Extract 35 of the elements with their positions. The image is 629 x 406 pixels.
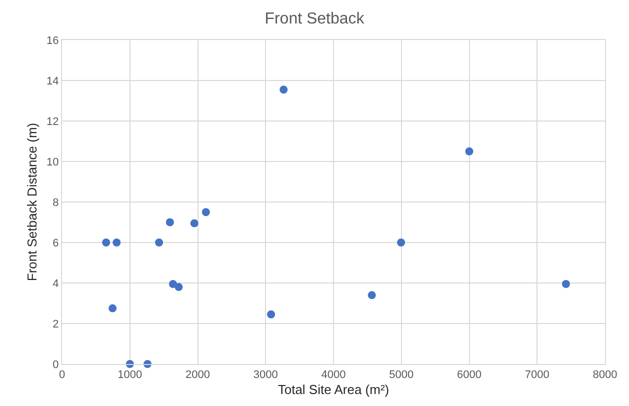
point bbox=[202, 208, 210, 216]
x-tick-label: 3000 bbox=[253, 369, 278, 382]
y-tick-label: 16 bbox=[46, 34, 59, 47]
point bbox=[155, 238, 164, 246]
point bbox=[267, 310, 276, 318]
point bbox=[397, 238, 406, 246]
point bbox=[112, 238, 121, 246]
point bbox=[102, 238, 110, 246]
point bbox=[465, 147, 474, 156]
y-tick-label: 0 bbox=[52, 358, 59, 371]
y-axis-title: Front Setback Distance (m) bbox=[24, 122, 40, 282]
point bbox=[168, 280, 177, 288]
point bbox=[280, 86, 288, 94]
y-tick-label: 2 bbox=[52, 318, 59, 330]
x-tick-label: 6000 bbox=[457, 369, 482, 382]
x-tick-label: 7000 bbox=[524, 369, 550, 382]
point bbox=[174, 283, 183, 292]
x-tick-label: 4000 bbox=[321, 369, 346, 382]
y-tick-label: 4 bbox=[52, 278, 59, 290]
y-tick-label: 14 bbox=[46, 75, 59, 88]
x-tick-label: 1000 bbox=[118, 369, 142, 382]
y-tick-label: 8 bbox=[52, 196, 59, 209]
point bbox=[166, 218, 174, 226]
x-tick-label: 2000 bbox=[186, 369, 210, 382]
chart-title: Front Setback bbox=[264, 10, 366, 28]
x-tick-label: 8000 bbox=[592, 369, 618, 382]
y-tick-label: 12 bbox=[46, 116, 59, 128]
y-tick-label: 10 bbox=[46, 156, 59, 168]
point bbox=[108, 304, 117, 312]
point bbox=[190, 219, 198, 228]
x-tick-label: 5000 bbox=[389, 369, 414, 382]
point bbox=[562, 280, 570, 288]
y-tick-label: 6 bbox=[52, 237, 59, 250]
point bbox=[368, 291, 376, 300]
x-axis-title: Total Site Area (m²) bbox=[278, 382, 390, 397]
